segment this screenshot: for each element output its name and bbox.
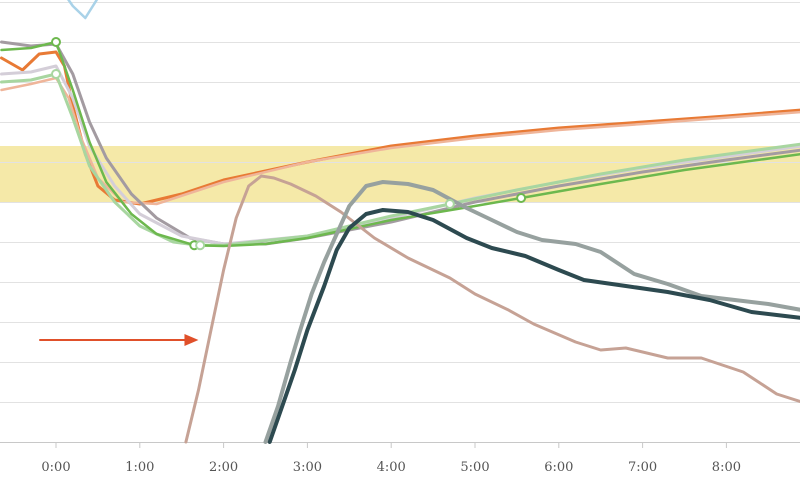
- series-marker: [444, 199, 455, 209]
- x-tick-label: 3:00: [293, 460, 322, 475]
- series-marker: [195, 240, 206, 251]
- series-marker: [51, 37, 61, 47]
- series-line-1: [67, 0, 99, 20]
- x-tick-label: 7:00: [628, 460, 657, 475]
- series-line-8: [184, 174, 800, 444]
- arrow-head: [184, 334, 199, 346]
- x-tick-label: 5:00: [460, 460, 489, 475]
- series-marker: [516, 193, 527, 203]
- x-tick-label: 8:00: [712, 460, 741, 475]
- x-tick-label: 4:00: [377, 460, 406, 475]
- series-line-7: [0, 40, 800, 248]
- x-tick-label: 0:00: [41, 460, 70, 475]
- series-layer: [0, 0, 800, 444]
- series-line-10: [267, 208, 800, 444]
- x-tick-label: 2:00: [209, 460, 238, 475]
- series-marker: [51, 69, 61, 79]
- gridlines: [0, 2, 800, 403]
- x-tick-label: 1:00: [125, 460, 154, 475]
- x-axis: 0:001:002:003:004:005:006:007:008:009: [0, 442, 800, 475]
- marker-layer: [51, 37, 527, 251]
- arrow-layer: [39, 334, 199, 346]
- series-line-9: [263, 180, 800, 444]
- x-tick-label: 6:00: [544, 460, 573, 475]
